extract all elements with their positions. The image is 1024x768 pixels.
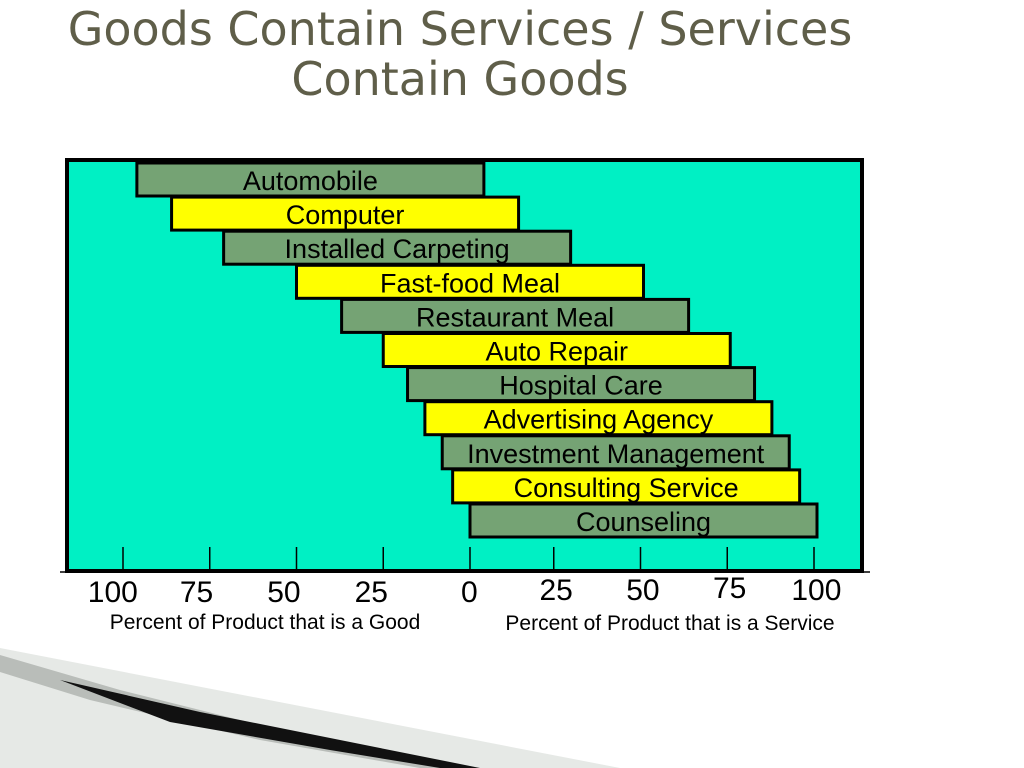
bar-label-counseling: Counseling xyxy=(576,507,711,537)
x-tick-label: 100 xyxy=(88,576,138,609)
bar-investment-management xyxy=(440,434,791,471)
bar-counseling xyxy=(468,502,819,539)
x-tick-label: 50 xyxy=(267,576,300,609)
x-tick-label: 0 xyxy=(461,576,478,609)
bar-label-computer: Computer xyxy=(286,200,405,230)
bar-label-consulting-service: Consulting Service xyxy=(514,473,739,503)
x-axis-label-services: Percent of Product that is a Service xyxy=(505,612,834,635)
bar-label-investment-management: Investment Management xyxy=(467,439,765,469)
bar-label-auto-repair: Auto Repair xyxy=(485,337,628,367)
slide-title: Goods Contain Services / Services Contai… xyxy=(40,4,880,104)
bar-label-automobile: Automobile xyxy=(243,166,378,196)
bar-consulting-service xyxy=(451,468,802,505)
x-tick-label: 75 xyxy=(180,576,213,609)
bar-advertising-agency xyxy=(423,400,774,437)
x-tick-label: 100 xyxy=(791,574,841,607)
bar-label-hospital-care: Hospital Care xyxy=(499,371,663,401)
bar-label-restaurant-meal: Restaurant Meal xyxy=(416,302,614,332)
title-line-2: Contain Goods xyxy=(291,52,629,106)
x-axis-label-goods: Percent of Product that is a Good xyxy=(110,611,421,634)
x-tick-label: 25 xyxy=(539,574,572,607)
x-tick-label: 25 xyxy=(355,576,388,609)
x-tick-label: 75 xyxy=(713,572,746,605)
bar-automobile xyxy=(135,161,486,198)
ticks-layer: 100 75 50 25 0 25 50 75 100 xyxy=(88,547,841,609)
bar-label-installed-carpeting: Installed Carpeting xyxy=(285,234,510,264)
decorative-swoosh xyxy=(0,648,620,768)
title-line-1: Goods Contain Services / Services xyxy=(67,2,853,56)
bar-label-fast-food-meal: Fast-food Meal xyxy=(380,268,560,298)
bar-fast-food-meal xyxy=(295,263,645,300)
bar-label-advertising-agency: Advertising Agency xyxy=(484,405,714,435)
bars-layer: Automobile Computer Installed Carpeting Fas… xyxy=(135,161,819,539)
x-tick-label: 50 xyxy=(626,574,659,607)
